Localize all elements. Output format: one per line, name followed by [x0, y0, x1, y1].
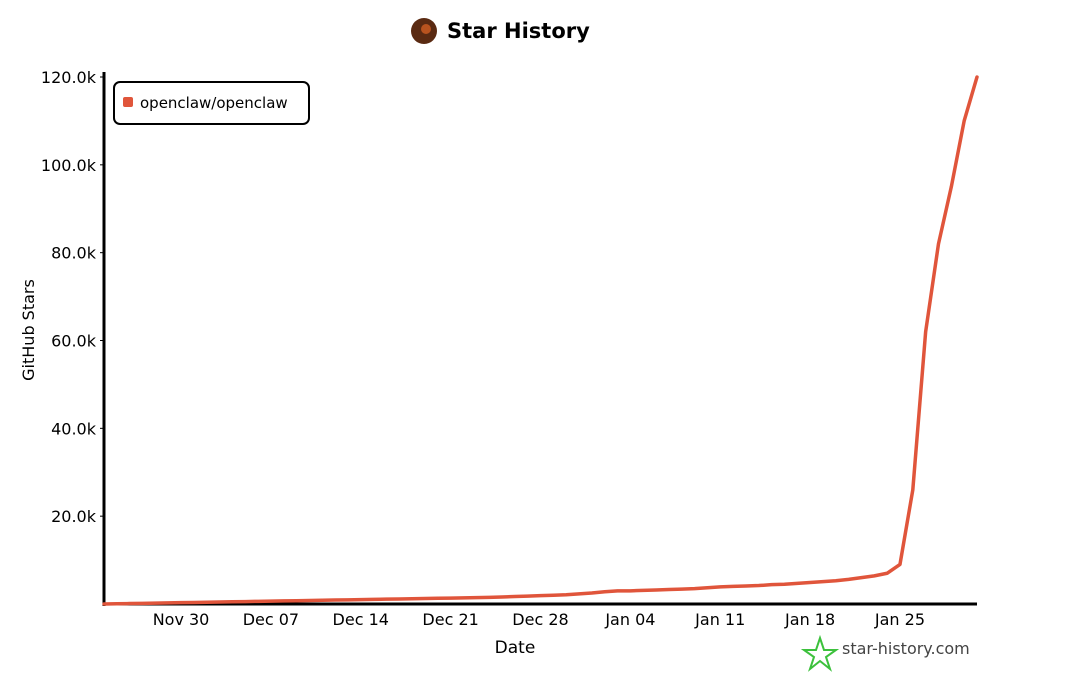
chart-title: Star History	[447, 19, 590, 43]
legend-label: openclaw/openclaw	[140, 94, 288, 112]
x-tick-label: Dec 07	[243, 610, 299, 629]
x-tick-label: Dec 28	[512, 610, 568, 629]
y-tick-label: 40.0k	[51, 419, 97, 438]
x-tick-label: Jan 04	[604, 610, 655, 629]
x-tick-label: Dec 14	[333, 610, 389, 629]
x-tick-label: Jan 18	[784, 610, 835, 629]
legend-swatch	[123, 97, 133, 107]
y-axis-label: GitHub Stars	[19, 279, 38, 381]
y-tick-label: 80.0k	[51, 244, 97, 263]
y-tick-label: 20.0k	[51, 507, 97, 526]
x-axis-label: Date	[495, 638, 536, 658]
x-tick-label: Jan 11	[694, 610, 745, 629]
legend: openclaw/openclaw	[113, 81, 310, 125]
x-tick-label: Dec 21	[422, 610, 478, 629]
y-tick-label: 100.0k	[41, 156, 97, 175]
watermark-logo	[800, 634, 840, 672]
avatar-detail	[421, 24, 431, 34]
watermark-text: star-history.com	[842, 639, 970, 658]
series-line	[102, 75, 979, 606]
y-tick-label: 120.0k	[41, 68, 97, 87]
legend-box	[113, 81, 310, 125]
x-tick-label: Nov 30	[153, 610, 210, 629]
x-tick-label: Jan 25	[874, 610, 925, 629]
y-tick-label: 60.0k	[51, 332, 97, 351]
watermark: star-history.com	[800, 634, 970, 672]
